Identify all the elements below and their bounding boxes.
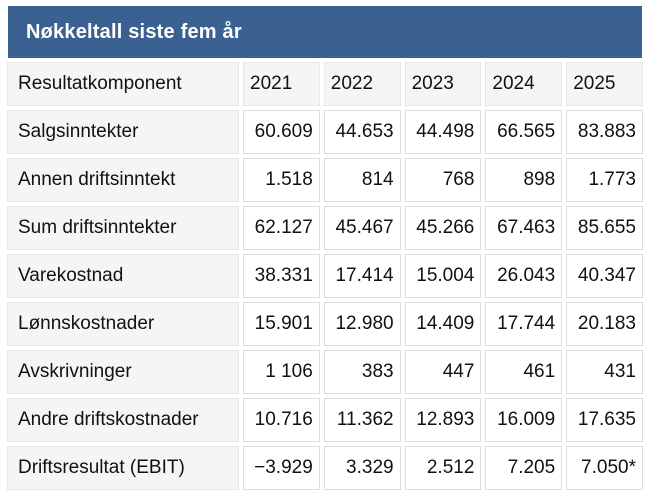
row-label: Annen driftsinntekt xyxy=(7,158,239,202)
table-row: Avskrivninger 1 106 383 447 461 431 xyxy=(7,350,643,394)
value-cell: 26.043 xyxy=(485,254,563,298)
value-cell: 16.009 xyxy=(485,398,563,442)
row-label: Andre driftskostnader xyxy=(7,398,239,442)
value-cell: 1.518 xyxy=(243,158,320,202)
column-header-year-2022: 2022 xyxy=(323,62,401,106)
table-row: Andre driftskostnader 10.716 11.362 12.8… xyxy=(7,398,643,442)
value-cell: 1.773 xyxy=(566,158,643,202)
key-figures-table: Resultatkomponent 2021 2022 2023 2024 20… xyxy=(3,58,647,494)
table-title: Nøkkeltall siste fem år xyxy=(26,20,242,43)
value-cell: 83.883 xyxy=(566,110,643,154)
value-cell: 44.498 xyxy=(404,110,482,154)
row-label: Driftsresultat (EBIT) xyxy=(7,446,239,490)
value-cell: 85.655 xyxy=(566,206,643,250)
table-row: Lønnskostnader 15.901 12.980 14.409 17.7… xyxy=(7,302,643,346)
value-cell: 431 xyxy=(566,350,643,394)
value-cell: 15.004 xyxy=(404,254,482,298)
table-title-bar: Nøkkeltall siste fem år xyxy=(8,6,642,58)
value-cell: 383 xyxy=(323,350,401,394)
value-cell: 3.329 xyxy=(323,446,401,490)
column-header-year-2021: 2021 xyxy=(243,62,320,106)
value-cell: 15.901 xyxy=(243,302,320,346)
table-row: Salgsinntekter 60.609 44.653 44.498 66.5… xyxy=(7,110,643,154)
column-header-component: Resultatkomponent xyxy=(7,62,239,106)
value-cell: 45.266 xyxy=(404,206,482,250)
row-label: Sum driftsinntekter xyxy=(7,206,239,250)
value-cell: 12.980 xyxy=(323,302,401,346)
table-row: Driftsresultat (EBIT) −3.929 3.329 2.512… xyxy=(7,446,643,490)
value-cell: 17.414 xyxy=(323,254,401,298)
value-cell: 60.609 xyxy=(243,110,320,154)
value-cell: 447 xyxy=(404,350,482,394)
value-cell: 898 xyxy=(485,158,563,202)
value-cell: 12.893 xyxy=(404,398,482,442)
value-cell: −3.929 xyxy=(243,446,320,490)
value-cell: 40.347 xyxy=(566,254,643,298)
value-cell: 67.463 xyxy=(485,206,563,250)
column-header-year-2025: 2025 xyxy=(566,62,643,106)
value-cell: 2.512 xyxy=(404,446,482,490)
row-label: Lønnskostnader xyxy=(7,302,239,346)
value-cell: 17.635 xyxy=(566,398,643,442)
value-cell: 14.409 xyxy=(404,302,482,346)
value-cell: 17.744 xyxy=(485,302,563,346)
column-header-year-2023: 2023 xyxy=(404,62,482,106)
value-cell: 45.467 xyxy=(323,206,401,250)
value-cell: 7.205 xyxy=(485,446,563,490)
value-cell: 66.565 xyxy=(485,110,563,154)
value-cell: 768 xyxy=(404,158,482,202)
value-cell: 10.716 xyxy=(243,398,320,442)
value-cell: 44.653 xyxy=(323,110,401,154)
value-cell: 814 xyxy=(323,158,401,202)
table-header-row: Resultatkomponent 2021 2022 2023 2024 20… xyxy=(7,62,643,106)
table-row: Varekostnad 38.331 17.414 15.004 26.043 … xyxy=(7,254,643,298)
value-cell: 7.050* xyxy=(566,446,643,490)
value-cell: 1 106 xyxy=(243,350,320,394)
table-row: Sum driftsinntekter 62.127 45.467 45.266… xyxy=(7,206,643,250)
row-label: Varekostnad xyxy=(7,254,239,298)
row-label: Avskrivninger xyxy=(7,350,239,394)
value-cell: 62.127 xyxy=(243,206,320,250)
value-cell: 11.362 xyxy=(323,398,401,442)
column-header-year-2024: 2024 xyxy=(485,62,563,106)
value-cell: 38.331 xyxy=(243,254,320,298)
row-label: Salgsinntekter xyxy=(7,110,239,154)
table-row: Annen driftsinntekt 1.518 814 768 898 1.… xyxy=(7,158,643,202)
value-cell: 20.183 xyxy=(566,302,643,346)
value-cell: 461 xyxy=(485,350,563,394)
